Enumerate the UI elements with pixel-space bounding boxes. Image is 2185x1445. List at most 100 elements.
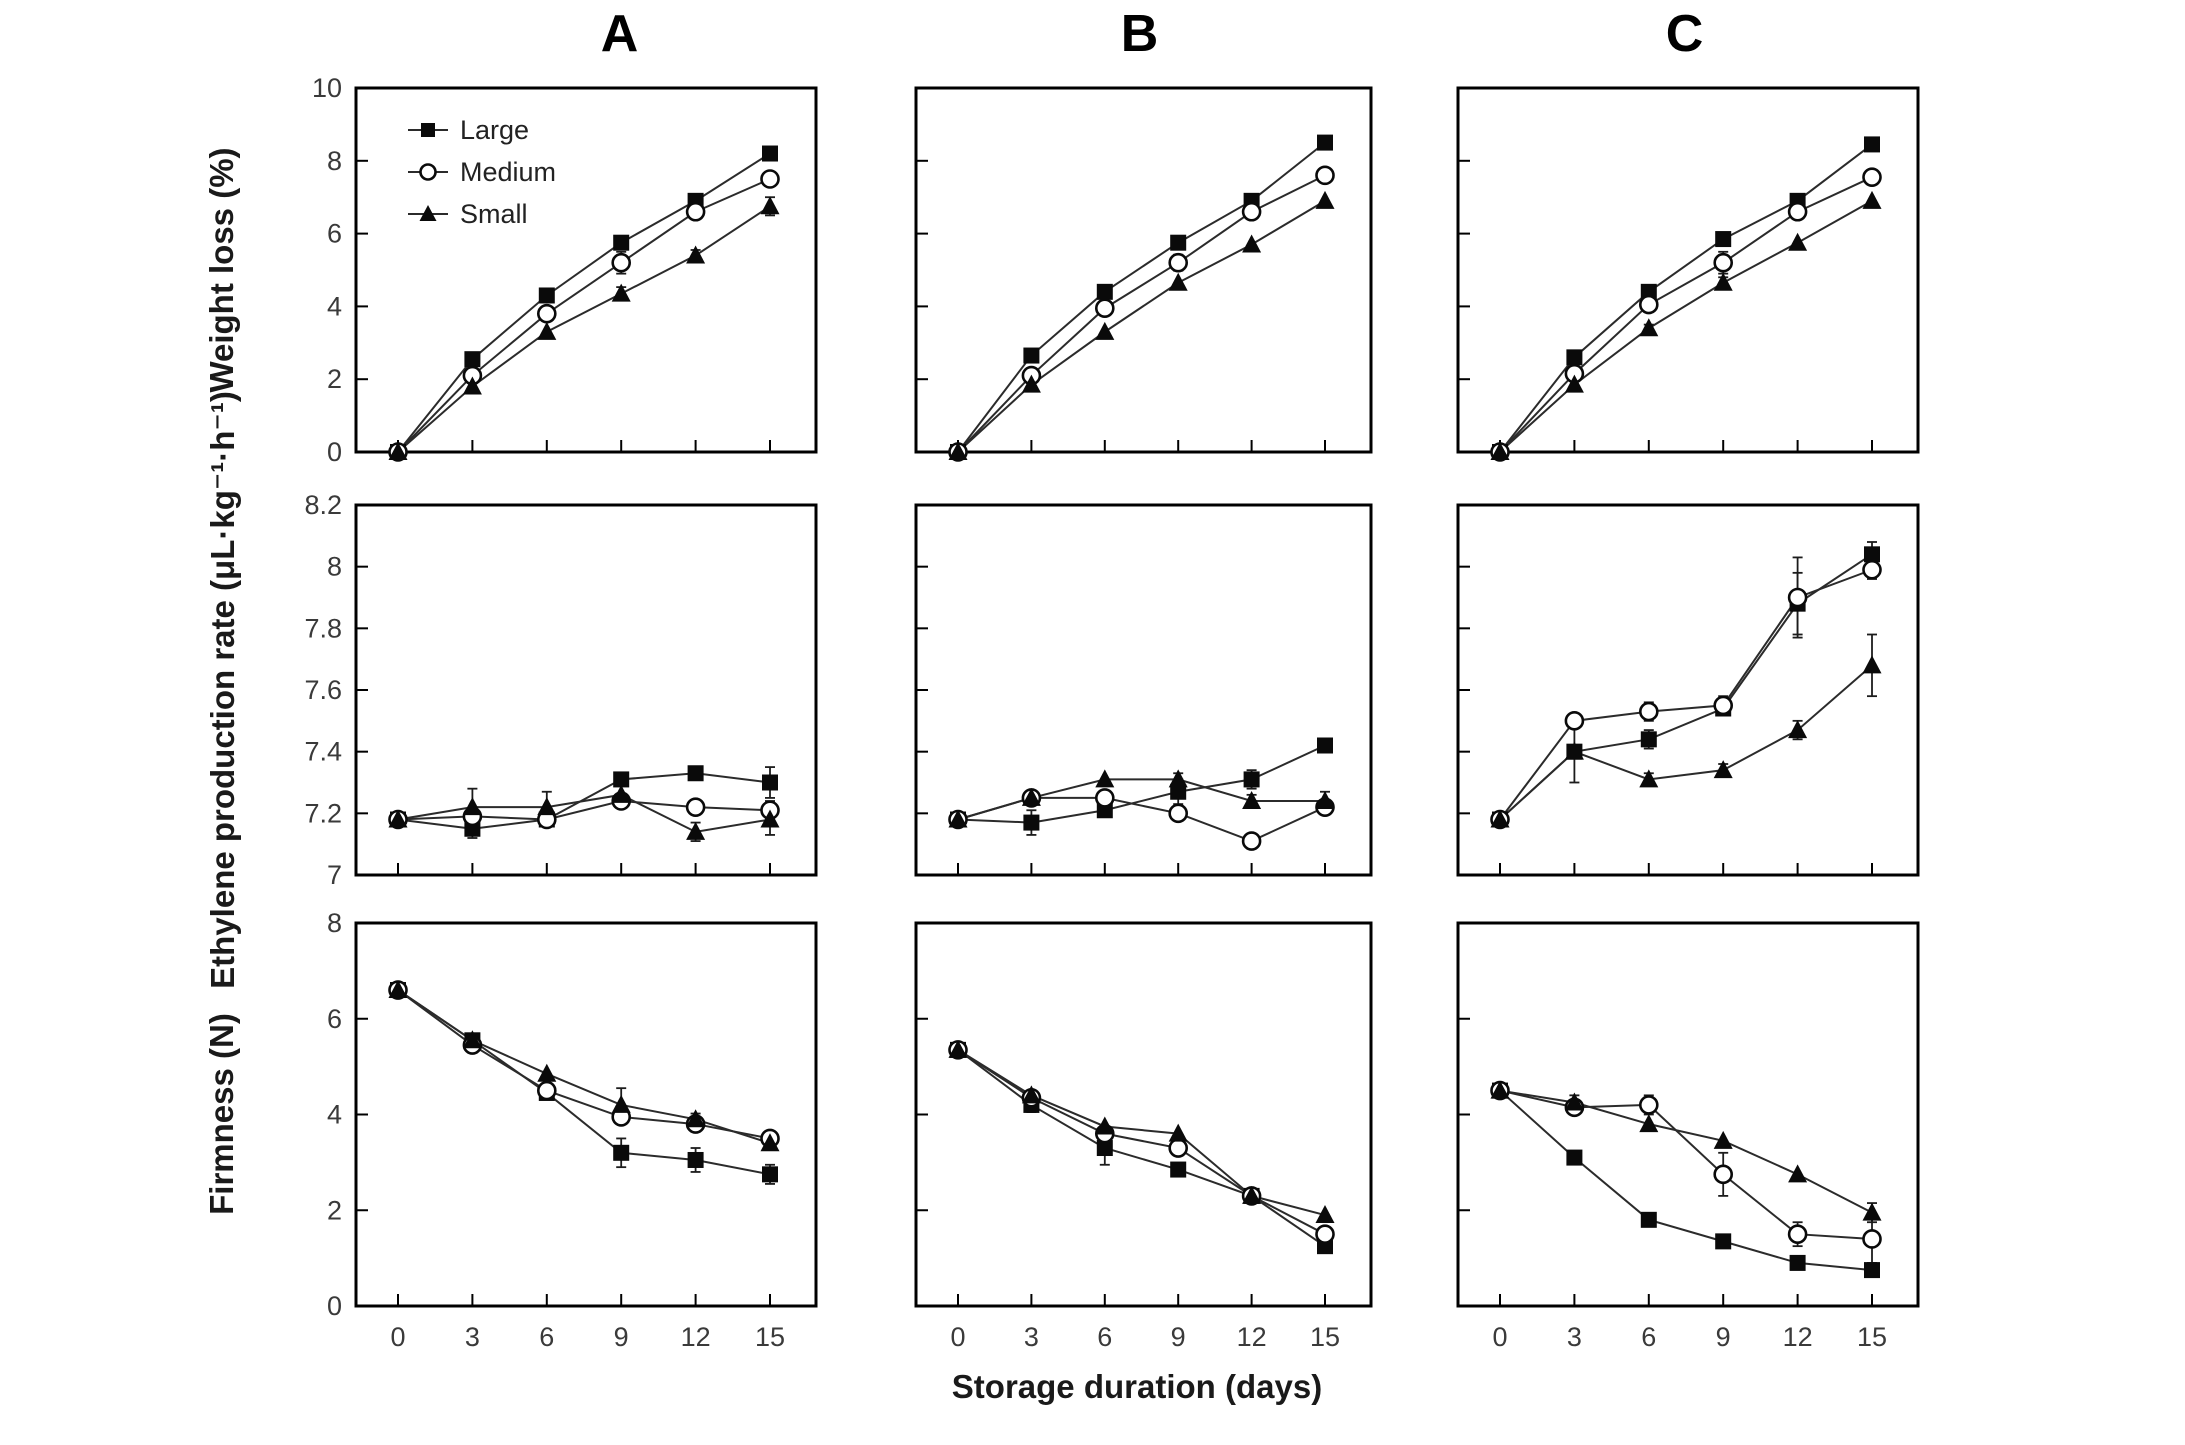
marker-filled-triangle: [1168, 1123, 1188, 1142]
series-markers-small: [388, 980, 780, 1152]
marker-open-circle: [1787, 1224, 1808, 1244]
marker-filled-triangle: [760, 1133, 780, 1152]
column-title-c: C: [1665, 5, 1705, 63]
marker-filled-square: [687, 1151, 704, 1168]
marker-filled-triangle: [1788, 232, 1808, 251]
marker-filled-triangle: [1639, 1114, 1659, 1133]
panel-firmness-a: 0 2 4 6 8 0 3 6 9 12 15: [272, 907, 832, 1362]
marker-filled-triangle: [1315, 1205, 1335, 1224]
y-tick-label: 7: [327, 860, 342, 890]
marker-filled-triangle: [1862, 190, 1882, 209]
legend-item-large: Large: [408, 115, 529, 145]
marker-filled-triangle: [1490, 809, 1510, 828]
marker-filled-triangle: [611, 784, 631, 803]
marker-filled-square: [1170, 1161, 1187, 1178]
series-line-medium: [397, 989, 771, 1140]
column-title-a: A: [600, 5, 640, 63]
plot-firmness-c: 0 3 6 9 12 15: [1456, 921, 1920, 1352]
panel-weight-loss-b: [832, 72, 1387, 508]
series-markers-large: [390, 982, 778, 1183]
marker-filled-square: [1096, 1140, 1113, 1157]
x-tick-label: 6: [1097, 1322, 1112, 1352]
plot-border: [354, 503, 818, 877]
marker-filled-triangle: [537, 321, 557, 340]
series-line-large: [957, 744, 1326, 824]
marker-filled-triangle: [611, 283, 631, 302]
series-line-small: [397, 989, 771, 1145]
marker-filled-triangle: [1490, 442, 1510, 460]
series-line-medium: [397, 178, 771, 453]
y-tick-label: 6: [327, 219, 342, 249]
y-tick-label: 8: [327, 908, 342, 938]
plot-weight-loss-b: [914, 86, 1373, 462]
y-tick-label: 0: [327, 437, 342, 467]
marker-filled-triangle: [1639, 318, 1659, 337]
y-tick-label: 7.4: [304, 737, 342, 767]
marker-open-circle: [1564, 711, 1585, 731]
y-tick-label: 6: [327, 1004, 342, 1034]
panel-firmness-c: 0 3 6 9 12 15: [1374, 907, 1934, 1362]
series-line-large: [1499, 553, 1873, 821]
plot-border: [914, 503, 1373, 877]
series-markers-large: [390, 145, 778, 460]
y-tick-label: 8.2: [304, 490, 342, 520]
marker-filled-square: [613, 1144, 630, 1161]
marker-open-circle: [536, 1080, 557, 1101]
marker-filled-triangle: [1021, 1085, 1041, 1104]
plot-weight-loss-c: [1456, 86, 1920, 462]
plot-ethylene-c: [1456, 503, 1920, 877]
marker-filled-square: [1170, 234, 1187, 251]
x-tick-label: 9: [1171, 1322, 1186, 1352]
marker-filled-triangle: [760, 809, 780, 828]
marker-open-circle: [1713, 695, 1734, 716]
marker-filled-square: [1640, 731, 1657, 748]
series-markers-medium: [948, 165, 1335, 462]
legend-item-medium: Medium: [408, 157, 556, 187]
marker-filled-triangle: [1095, 769, 1115, 788]
series-line-medium: [1499, 1089, 1873, 1240]
marker-open-circle: [1713, 1164, 1734, 1185]
y-tick-label: 7.6: [304, 675, 342, 705]
series-line-small: [397, 205, 771, 453]
x-axis-label: Storage duration (days): [951, 1368, 1323, 1405]
series-line-medium: [397, 799, 771, 821]
marker-open-circle: [1094, 788, 1115, 808]
marker-open-circle: [1862, 1229, 1882, 1249]
marker-filled-triangle: [419, 205, 437, 221]
marker-open-circle: [685, 201, 706, 222]
series-line-large: [397, 772, 771, 830]
x-tick-label: 3: [1567, 1322, 1582, 1352]
x-tick-label: 9: [614, 1322, 629, 1352]
series-line-medium: [1499, 176, 1873, 453]
series-markers-large: [1492, 136, 1880, 460]
x-tick-label: 6: [539, 1322, 554, 1352]
marker-filled-square: [1023, 814, 1040, 831]
marker-filled-triangle: [1713, 760, 1733, 779]
marker-open-circle: [1713, 252, 1734, 273]
marker-filled-triangle: [462, 797, 482, 816]
series-markers-large: [950, 1041, 1333, 1255]
marker-filled-triangle: [462, 376, 482, 395]
marker-filled-triangle: [1168, 272, 1188, 291]
marker-filled-triangle: [686, 821, 706, 840]
plot-border: [914, 86, 1373, 454]
plot-border: [1456, 921, 1920, 1308]
panel-ethylene-a: 7 7.2 7.4 7.6 7.8 8 8.2: [272, 489, 832, 931]
series-line-small: [957, 199, 1326, 453]
legend-item-small: Small: [408, 199, 528, 229]
marker-filled-triangle: [1021, 787, 1041, 806]
series-line-small: [1499, 664, 1873, 821]
marker-filled-triangle: [388, 980, 408, 999]
series-markers-medium: [1490, 559, 1882, 830]
marker-open-circle: [685, 797, 706, 817]
panel-ethylene-b: [832, 489, 1387, 931]
panel-ethylene-c: [1374, 489, 1934, 931]
marker-filled-triangle: [948, 442, 968, 460]
series-markers-large: [1492, 1082, 1880, 1279]
x-tick-label: 0: [1492, 1322, 1507, 1352]
series-line-large: [1499, 1089, 1873, 1272]
plot-border: [354, 86, 818, 454]
marker-open-circle: [1638, 701, 1659, 722]
marker-open-circle: [611, 252, 632, 273]
